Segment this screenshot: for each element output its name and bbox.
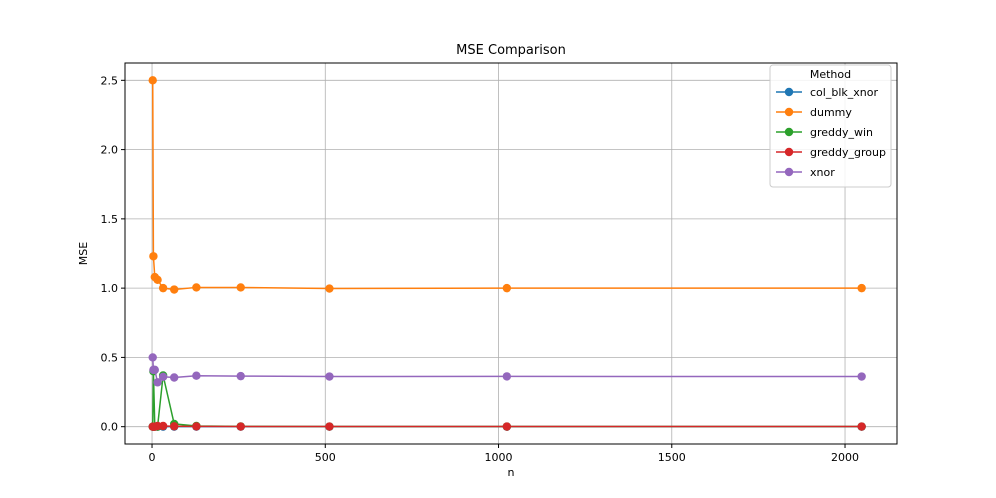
legend-item: col_blk_xnor [776, 86, 878, 99]
data-point [192, 422, 201, 431]
x-tick-label: 1500 [658, 451, 686, 464]
data-point [158, 283, 168, 293]
data-point [170, 373, 179, 382]
legend-marker [784, 167, 794, 177]
data-point [192, 371, 201, 380]
data-point [502, 283, 512, 293]
data-point [857, 372, 866, 381]
x-axis-label: n [508, 466, 515, 479]
chart-title: MSE Comparison [456, 43, 566, 58]
data-point [148, 76, 157, 85]
legend-item: dummy [776, 106, 852, 119]
data-point [857, 283, 866, 293]
series-layer [148, 76, 866, 431]
data-point [158, 421, 168, 431]
legend-label: col_blk_xnor [810, 86, 878, 99]
data-point [325, 284, 334, 293]
y-axis-label: MSE [77, 242, 90, 265]
y-tick-label: 0.0 [101, 421, 119, 434]
legend-item: greddy_win [776, 126, 873, 139]
data-point [857, 422, 866, 431]
y-tick-label: 0.5 [101, 351, 119, 364]
legend-item: xnor [776, 166, 835, 179]
legend-label: xnor [810, 166, 835, 179]
y-tick-label: 1.0 [101, 282, 119, 295]
data-point [325, 422, 334, 431]
legend-marker [784, 87, 794, 97]
data-point [150, 365, 159, 375]
data-point [236, 422, 245, 431]
legend-label: dummy [810, 106, 852, 119]
legend-box [769, 64, 892, 188]
data-point [149, 252, 158, 261]
data-point [236, 371, 245, 381]
x-tick-label: 2000 [831, 451, 859, 464]
data-point [502, 422, 512, 431]
data-point [170, 422, 179, 431]
series-xnor [148, 353, 866, 387]
y-tick-label: 2.0 [101, 144, 119, 157]
series-greddy_group [148, 421, 866, 431]
x-tick-label: 500 [315, 451, 336, 464]
series-dummy [148, 76, 866, 294]
data-point [170, 285, 179, 294]
data-point [502, 372, 512, 381]
data-point [158, 372, 168, 382]
data-point [325, 372, 334, 381]
x-tick-label: 0 [149, 451, 156, 464]
y-tick-label: 1.5 [101, 213, 119, 226]
data-point [236, 283, 245, 292]
data-point [153, 378, 162, 387]
axes-frame [124, 62, 898, 445]
y-tick-label: 2.5 [101, 74, 119, 87]
legend-label: greddy_win [810, 126, 873, 139]
legend-label: greddy_group [810, 146, 886, 159]
legend-marker [784, 127, 794, 137]
legend-marker [784, 147, 794, 157]
data-point [148, 353, 157, 362]
legend-item: greddy_group [776, 146, 886, 159]
ticks: 0 500 1000 1500 2000 0.0 0.5 1.0 1.5 2.0 2.5 [101, 74, 860, 464]
data-point [153, 275, 162, 285]
data-point [192, 283, 201, 292]
legend-marker [784, 107, 794, 117]
x-tick-label: 1000 [485, 451, 513, 464]
legend-title: Method [810, 68, 851, 81]
